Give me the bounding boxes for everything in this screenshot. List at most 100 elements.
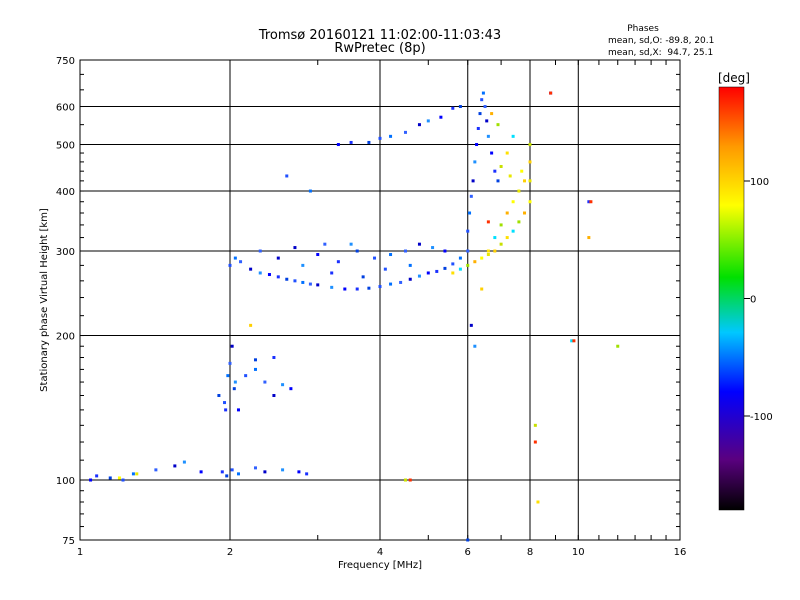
point-o: [343, 287, 347, 291]
point-x: [511, 200, 515, 204]
colorbar-gradient: [718, 86, 745, 511]
x-tick-label: 10: [572, 547, 585, 558]
phase-stats-heading: Phases: [627, 24, 659, 34]
point-o: [281, 383, 285, 387]
point-x: [493, 249, 497, 253]
point-o: [236, 408, 240, 412]
point-o: [361, 275, 365, 279]
point-o: [330, 271, 334, 275]
x-tick-label: 6: [465, 547, 471, 558]
point-x: [505, 236, 509, 240]
point-o: [253, 358, 257, 362]
point-o: [316, 283, 320, 287]
point-o: [431, 246, 435, 250]
point-o: [478, 112, 482, 116]
point-o: [224, 408, 228, 412]
point-o: [225, 474, 229, 478]
y-tick-label: 600: [56, 103, 75, 114]
x-tick-label: 4: [377, 547, 383, 558]
point-o: [323, 242, 327, 246]
phase-stats: Phases mean, sd,O: -89.8, 20.1 mean, sd,…: [608, 24, 714, 58]
point-x: [533, 423, 537, 427]
point-o: [217, 394, 221, 398]
point-o: [471, 179, 475, 183]
colorbar-label: [deg]: [718, 71, 750, 85]
point-o: [399, 280, 403, 284]
point-o: [587, 200, 591, 204]
point-x: [486, 253, 490, 257]
point-x: [135, 472, 139, 476]
point-o: [263, 470, 267, 474]
point-o: [426, 271, 430, 275]
point-o: [469, 194, 473, 198]
x-tick-label: 1: [77, 547, 83, 558]
point-x: [496, 123, 500, 127]
point-o: [468, 211, 472, 215]
point-x: [517, 189, 521, 193]
point-x: [587, 236, 591, 240]
colorbar-tick-label: -100: [750, 412, 773, 423]
point-x: [403, 478, 407, 482]
point-o: [305, 472, 309, 476]
colorbar-tick-label: 100: [750, 177, 769, 188]
point-o: [173, 464, 177, 468]
point-x: [249, 323, 253, 327]
y-tick-label: 100: [56, 476, 75, 487]
point-outlier: [589, 200, 593, 204]
point-x: [505, 151, 509, 155]
point-o: [249, 267, 253, 271]
point-x: [523, 211, 527, 215]
point-o: [485, 119, 489, 123]
point-o: [373, 256, 377, 260]
point-o: [272, 355, 276, 359]
point-o: [486, 134, 490, 138]
point-o: [276, 256, 280, 260]
point-o: [131, 472, 135, 476]
point-o: [223, 401, 227, 405]
point-o: [258, 271, 262, 275]
point-x: [473, 260, 477, 264]
point-o: [408, 277, 412, 281]
y-axis: 75 100 200 300 400 500 600 750: [56, 56, 680, 547]
point-o: [281, 468, 285, 472]
point-o: [285, 277, 289, 281]
point-o: [481, 91, 485, 95]
y-tick-label: 200: [56, 332, 75, 343]
point-x: [480, 256, 484, 260]
data-points: [89, 91, 620, 542]
point-x: [451, 271, 455, 275]
point-o: [228, 361, 232, 365]
point-o: [297, 470, 301, 474]
point-o: [285, 174, 289, 178]
point-x: [511, 229, 515, 233]
x-axis-label: Frequency [MHz]: [338, 560, 422, 571]
point-o: [496, 179, 500, 183]
colorbar-tick-label: 0: [750, 295, 756, 306]
point-x: [570, 339, 574, 343]
point-x: [528, 179, 532, 183]
point-x: [493, 236, 497, 240]
phase-stats-o: mean, sd,O: -89.8, 20.1: [608, 36, 714, 46]
y-tick-label: 750: [56, 56, 75, 67]
point-o: [301, 263, 305, 267]
point-o: [230, 468, 234, 472]
point-o: [451, 262, 455, 266]
point-o: [232, 387, 236, 391]
point-x: [508, 174, 512, 178]
point-o: [426, 119, 430, 123]
point-o: [253, 367, 257, 371]
y-tick-label: 300: [56, 247, 75, 258]
point-o: [367, 286, 371, 290]
point-o: [258, 249, 262, 253]
point-o: [473, 160, 477, 164]
point-x: [517, 220, 521, 224]
point-outlier: [408, 478, 412, 482]
point-o: [475, 143, 479, 147]
point-o: [316, 253, 320, 257]
point-o: [308, 282, 312, 286]
point-o: [244, 374, 248, 378]
point-x: [117, 476, 121, 480]
point-x: [536, 500, 540, 504]
point-o: [417, 123, 421, 127]
